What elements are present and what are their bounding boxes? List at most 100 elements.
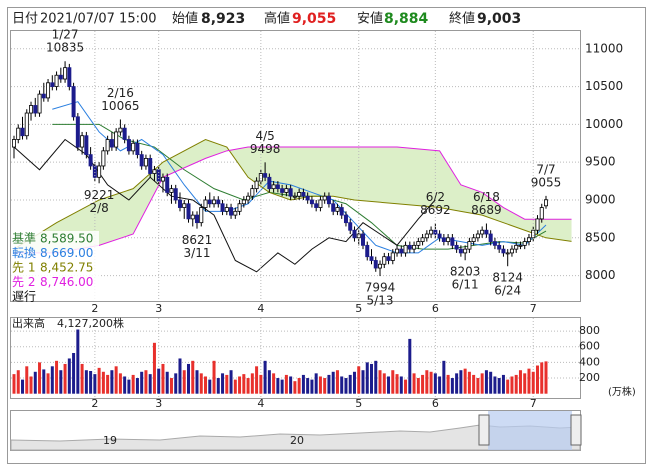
candle-body [539,207,544,220]
volume-bar [446,374,450,394]
legend-value: 8,452.75 [40,261,93,275]
volume-bar [382,373,386,394]
legend-bg [11,231,99,301]
volume-bar [263,360,267,394]
volume-bar [21,379,25,394]
candle-body [203,199,208,208]
volume-bar [89,370,93,394]
candle-body [160,176,165,182]
volume-bar [438,376,442,394]
navigator-handle-left[interactable] [478,414,490,446]
candle-body [484,229,489,235]
volume-bar [212,360,216,394]
candle-body [437,233,442,239]
annotation-value: 8124 [492,271,523,285]
candle-body [369,256,374,261]
volume-bar [523,373,527,394]
volume-bar [518,370,522,394]
candle-body [122,127,127,140]
annotation-value: 10835 [46,41,84,55]
candle-body [29,105,34,114]
legend-value: 8,669.00 [40,246,93,260]
candle-body [254,180,259,190]
candle-body [348,222,353,231]
annotation-value: 8621 [182,233,213,247]
candle-body [339,207,344,216]
candle-body [24,112,29,137]
annotation-date: 4/5 [255,129,274,143]
volume-bar [246,378,250,394]
volume-legend-bg [11,318,131,330]
candle-body [403,244,408,254]
candle-body [531,229,536,239]
annotation-date: 5/13 [367,294,394,308]
y-tick-label: 11000 [585,41,623,55]
volume-bar [55,360,59,394]
candle-body [292,195,297,198]
volume-bar [161,363,165,394]
navigator-window[interactable] [488,411,572,450]
x-tick-label: 7 [530,302,537,315]
candle-body [105,139,110,152]
candle-body [220,203,225,212]
legend-name: 先 2 [12,275,35,289]
candle-body [63,67,68,80]
candle-body [386,256,391,261]
candle-body [475,233,480,239]
volume-bar [408,338,412,394]
volume-bar [46,373,50,394]
y-tick-label: 8500 [585,230,616,244]
volume-bar [221,373,225,394]
annotation-date: 7/7 [536,162,555,176]
volume-unit: (万株) [608,385,636,398]
candle-body [416,241,421,246]
candle-body [331,203,336,212]
candle-body [186,203,191,220]
annotation-date: 6/18 [473,190,500,204]
volume-bar [148,374,152,394]
volume-bar [42,369,46,394]
candle-body [360,233,365,246]
legend-value: 8,589.50 [40,232,93,246]
candle-body [467,241,472,250]
volume-bar [450,378,454,394]
candle-body [399,248,404,254]
volume-bar [250,373,254,394]
volume-bar [340,376,344,394]
volume-bar [114,366,118,394]
volume-bar [472,374,476,394]
volume-bar [510,376,514,394]
navigator-handle-right[interactable] [570,414,582,446]
candle-body [501,248,506,254]
volume-bar [140,371,144,394]
volume-bar [484,370,488,394]
candle-body [407,244,412,250]
indicator-line [52,101,547,254]
candle-body [395,248,400,254]
volume-bar [314,373,318,394]
volume-bar [365,362,369,394]
annotation-value: 8692 [420,203,451,217]
candle-body [424,233,429,239]
candle-body [365,244,370,258]
volume-bar [433,373,437,394]
volume-bar [501,374,505,394]
volume-bar [323,378,327,394]
candle-body [509,248,514,254]
y-tick-label: 10000 [585,117,623,131]
volume-bar [199,373,203,394]
volume-bar [38,362,42,394]
candle-body [80,135,85,148]
volume-bar [535,365,539,394]
candle-body [526,237,531,242]
candle-body [343,214,348,224]
candle-body [318,199,323,208]
volume-bar [467,371,471,394]
volume-bar [493,376,497,394]
volume-bar [378,370,382,394]
volume-bar [421,374,425,394]
x-tick-label: 5 [355,397,362,410]
candle-body [177,199,182,208]
candle-body [518,244,523,247]
